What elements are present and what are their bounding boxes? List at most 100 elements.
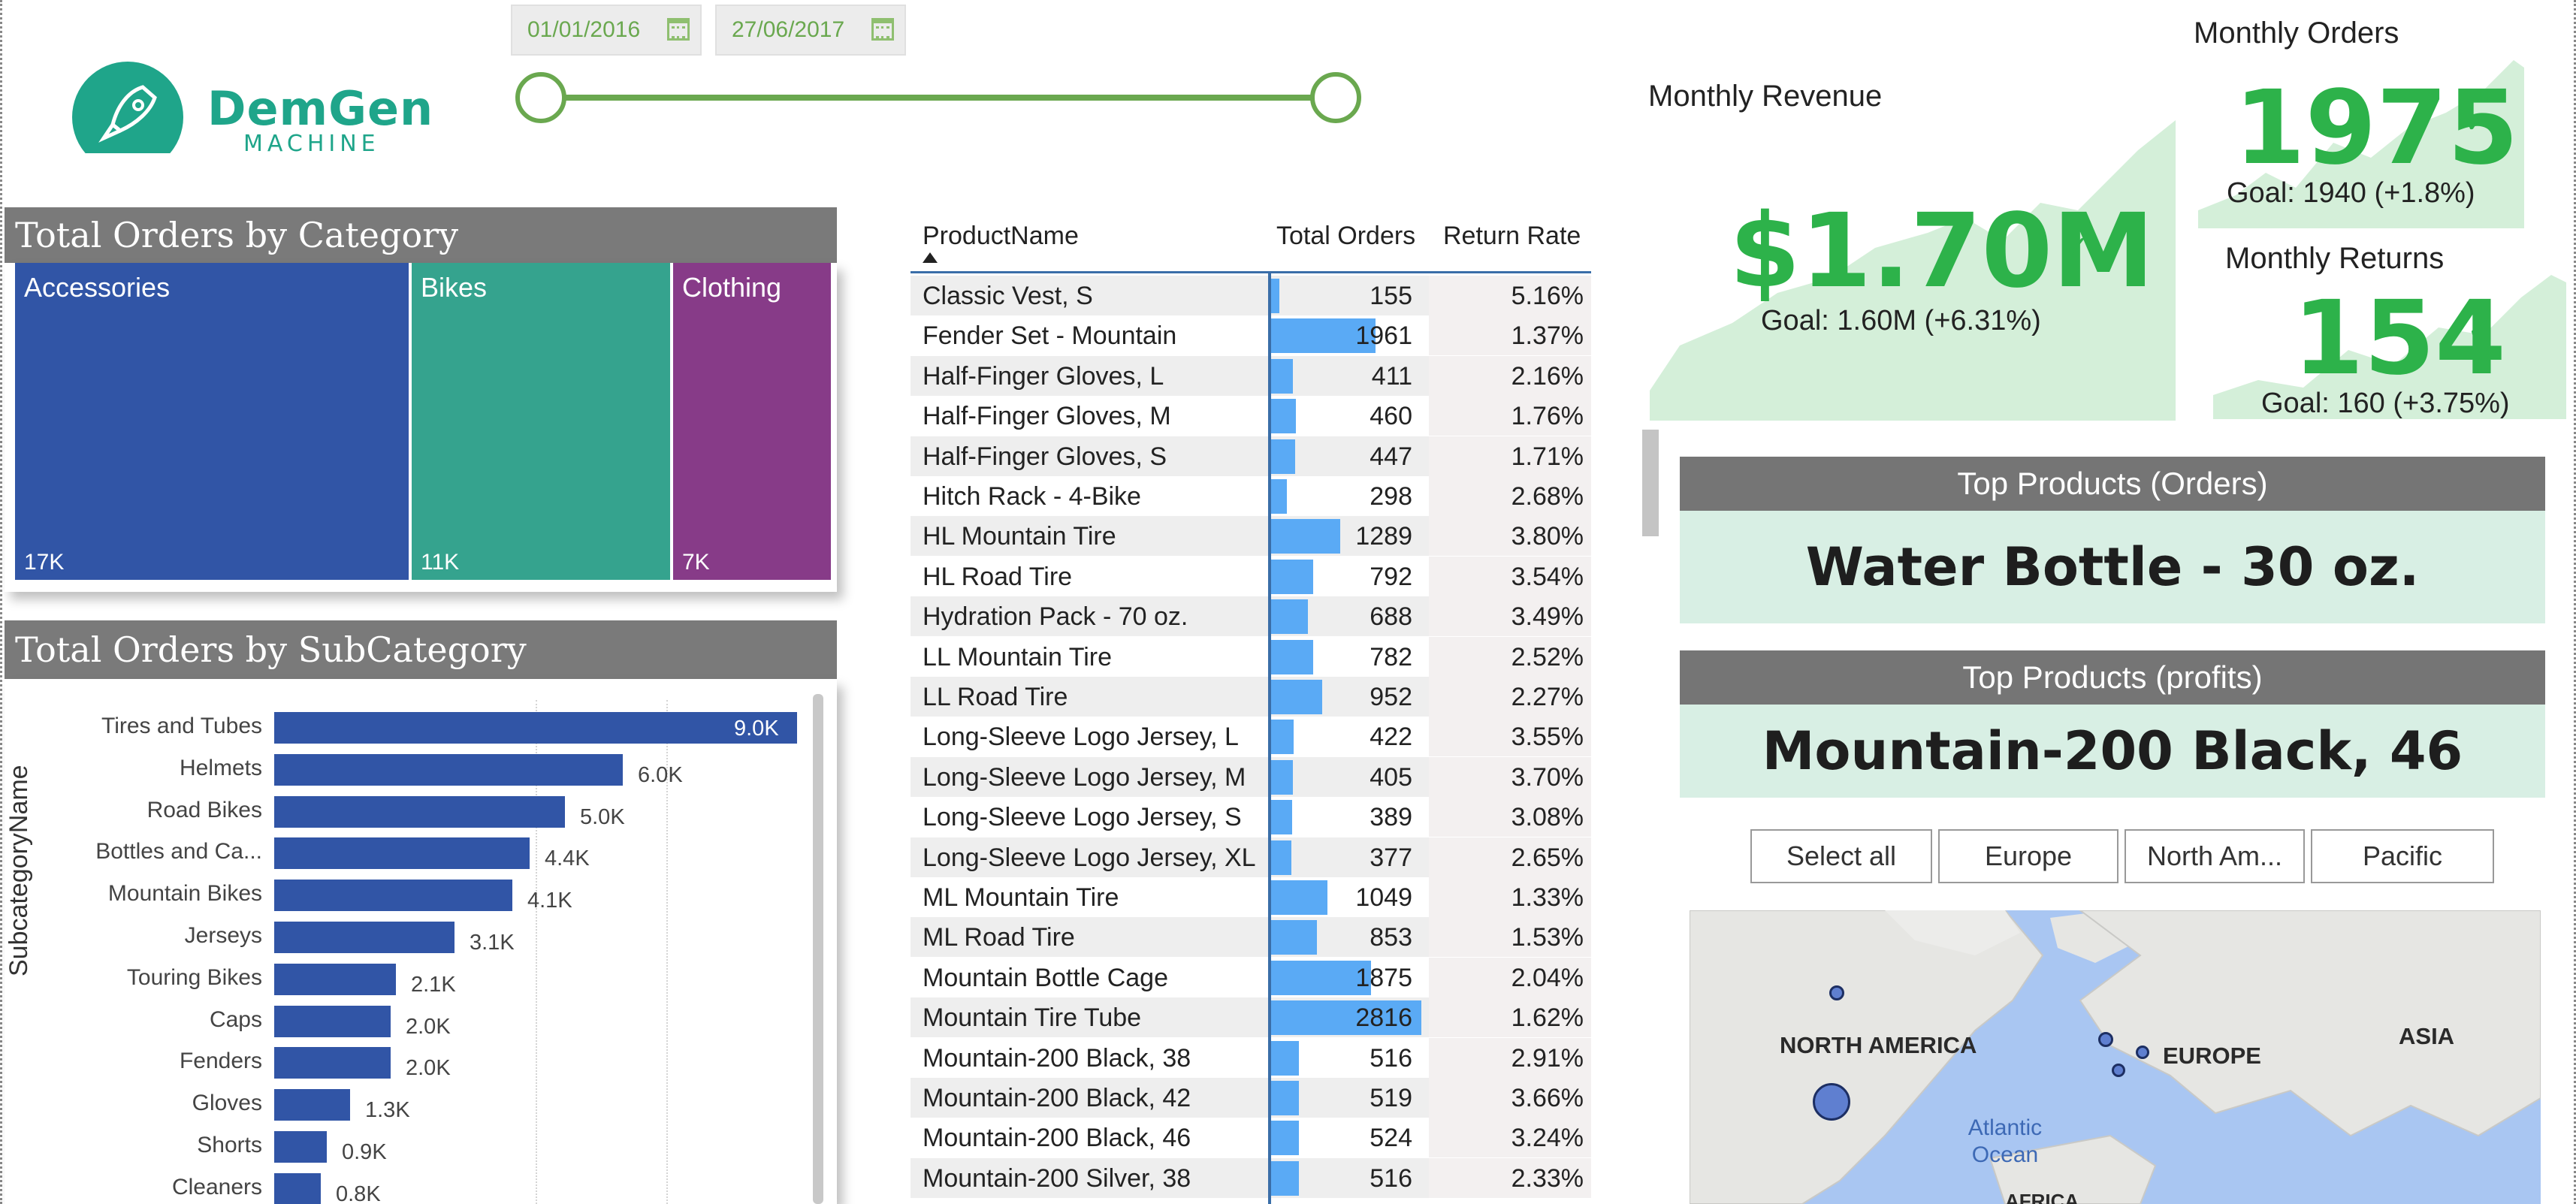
bar-touring-bikes[interactable] <box>274 963 396 995</box>
map-dot-france[interactable] <box>2112 1064 2125 1077</box>
return-rate-cell: 3.66% <box>1511 1084 1584 1112</box>
return-rate-cell: 2.27% <box>1511 683 1584 711</box>
total-orders-value: 405 <box>1370 762 1412 792</box>
date-end-handle[interactable] <box>1310 72 1361 123</box>
table-scrollbar[interactable] <box>1642 430 1659 536</box>
table-row[interactable]: Long-Sleeve Logo Jersey, XL 377 2.65% <box>911 837 1591 877</box>
return-rate-cell: 1.71% <box>1511 442 1584 471</box>
region-europe-button[interactable]: Europe <box>1938 829 2118 883</box>
treemap-cell-value: 7K <box>682 550 710 575</box>
treemap-panel: Accessories 17K Bikes 11K Clothing 7K <box>5 263 837 592</box>
header-product-name[interactable]: ProductName <box>923 222 1079 250</box>
return-rate-cell: 2.04% <box>1511 963 1584 992</box>
table-row[interactable]: Long-Sleeve Logo Jersey, L 422 3.55% <box>911 717 1591 757</box>
map-dot-usa[interactable] <box>1813 1083 1850 1121</box>
table-row[interactable]: Mountain-200 Black, 38 516 2.91% <box>911 1037 1591 1078</box>
bar-road-bikes[interactable] <box>274 795 565 828</box>
table-row[interactable]: Half-Finger Gloves, L 411 2.16% <box>911 355 1591 396</box>
table-row[interactable]: Half-Finger Gloves, M 460 1.76% <box>911 396 1591 436</box>
total-orders-value: 1289 <box>1355 522 1412 551</box>
return-rate-cell-bg <box>1429 636 1591 677</box>
table-row[interactable]: Mountain Bottle Cage 1875 2.04% <box>911 957 1591 997</box>
chart-scrollbar[interactable] <box>813 694 823 1204</box>
end-date-input[interactable]: 27/06/2017 <box>715 5 906 56</box>
bar-category-label: Shorts <box>197 1133 262 1157</box>
bar-mountain-bikes[interactable] <box>274 880 512 912</box>
product-name-cell: LL Mountain Tire <box>923 642 1112 671</box>
region-north-america-button[interactable]: North Am... <box>2125 829 2305 883</box>
bar-cleaners[interactable] <box>274 1172 321 1204</box>
table-row[interactable]: Mountain Tire Tube 2816 1.62% <box>911 997 1591 1038</box>
region-pacific-button[interactable]: Pacific <box>2311 829 2494 883</box>
sales-map[interactable]: NORTH AMERICA EUROPE ASIA AFRICA Atlanti… <box>1690 910 2541 1204</box>
return-rate-cell-bg <box>1429 516 1591 557</box>
table-row[interactable]: Classic Vest, S 155 5.16% <box>911 276 1591 315</box>
table-column-divider <box>1268 272 1271 1204</box>
bar-jerseys[interactable] <box>274 922 454 953</box>
bar-fenders[interactable] <box>274 1047 391 1079</box>
return-rate-cell: 2.33% <box>1511 1163 1584 1193</box>
treemap-cell-value: 11K <box>421 550 460 575</box>
map-dot-germany[interactable] <box>2136 1046 2149 1059</box>
table-row[interactable]: ML Mountain Tire 1049 1.33% <box>911 877 1591 917</box>
return-rate-cell-bg <box>1429 756 1591 797</box>
orders-data-bar <box>1271 519 1340 554</box>
product-name-cell: Long-Sleeve Logo Jersey, S <box>923 803 1242 832</box>
calendar-icon[interactable] <box>871 18 894 41</box>
bar-shorts[interactable] <box>274 1131 327 1163</box>
orders-data-bar <box>1271 559 1313 594</box>
bar-value-label: 6.0K <box>638 762 683 787</box>
header-total-orders[interactable]: Total Orders <box>1276 222 1416 250</box>
calendar-icon[interactable] <box>667 18 690 41</box>
table-row[interactable]: Fender Set - Mountain 1961 1.37% <box>911 315 1591 356</box>
orders-data-bar <box>1271 759 1293 795</box>
region-select-all-button[interactable]: Select all <box>1750 829 1932 883</box>
treemap-cell-clothing[interactable]: Clothing 7K <box>673 263 831 580</box>
table-row[interactable]: Half-Finger Gloves, S 447 1.71% <box>911 436 1591 476</box>
orders-data-bar <box>1271 1040 1299 1076</box>
product-name-cell: ML Road Tire <box>923 923 1075 952</box>
total-orders-value: 389 <box>1370 803 1412 832</box>
treemap-cell-accessories[interactable]: Accessories 17K <box>15 263 409 580</box>
date-range-track[interactable] <box>544 95 1336 101</box>
map-dot-uk[interactable] <box>2098 1032 2113 1047</box>
bar-category-label: Helmets <box>179 755 262 780</box>
orders-data-bar <box>1271 840 1291 875</box>
treemap-cell-bikes[interactable]: Bikes 11K <box>412 263 670 580</box>
table-row[interactable]: Mountain-200 Black, 42 519 3.66% <box>911 1078 1591 1118</box>
table-row[interactable]: HL Road Tire 792 3.54% <box>911 556 1591 596</box>
return-rate-cell-bg <box>1429 957 1591 997</box>
return-rate-cell-bg <box>1429 596 1591 637</box>
table-row[interactable]: Hitch Rack - 4-Bike 298 2.68% <box>911 476 1591 516</box>
orders-data-bar <box>1271 1081 1299 1115</box>
table-row[interactable]: HL Mountain Tire 1289 3.80% <box>911 516 1591 557</box>
table-row[interactable]: Long-Sleeve Logo Jersey, M 405 3.70% <box>911 756 1591 797</box>
table-row[interactable]: LL Mountain Tire 782 2.52% <box>911 636 1591 677</box>
start-date-input[interactable]: 01/01/2016 <box>511 5 702 56</box>
bar-gloves[interactable] <box>274 1089 350 1121</box>
bar-helmets[interactable] <box>274 753 623 786</box>
end-date-value: 27/06/2017 <box>732 17 845 42</box>
table-row[interactable]: ML Road Tire 853 1.53% <box>911 917 1591 958</box>
return-rate-cell-bg <box>1429 276 1591 315</box>
product-name-cell: Long-Sleeve Logo Jersey, XL <box>923 843 1256 872</box>
table-row[interactable]: Mountain-200 Black, 46 524 3.24% <box>911 1118 1591 1158</box>
orders-data-bar <box>1271 680 1322 714</box>
table-row[interactable]: LL Road Tire 952 2.27% <box>911 677 1591 717</box>
product-name-cell: Mountain-200 Silver, 38 <box>923 1163 1191 1193</box>
table-row[interactable]: Mountain-200 Silver, 38 516 2.33% <box>911 1157 1591 1198</box>
total-orders-value: 792 <box>1370 562 1412 591</box>
sort-ascending-icon[interactable] <box>923 252 938 263</box>
returns-sparkline <box>2213 275 2566 419</box>
map-dot-canada[interactable] <box>1829 985 1844 1000</box>
date-start-handle[interactable] <box>515 72 566 123</box>
map-label-europe: EUROPE <box>2163 1043 2261 1069</box>
bar-tires-and-tubes[interactable] <box>274 712 797 744</box>
return-rate-cell-bg <box>1429 1118 1591 1158</box>
header-return-rate[interactable]: Return Rate <box>1443 222 1581 250</box>
table-row[interactable]: Long-Sleeve Logo Jersey, S 389 3.08% <box>911 797 1591 837</box>
bar-bottles-and-ca-[interactable] <box>274 837 530 870</box>
bar-caps[interactable] <box>274 1005 391 1037</box>
product-name-cell: Hitch Rack - 4-Bike <box>923 482 1141 511</box>
table-row[interactable]: Hydration Pack - 70 oz. 688 3.49% <box>911 596 1591 637</box>
